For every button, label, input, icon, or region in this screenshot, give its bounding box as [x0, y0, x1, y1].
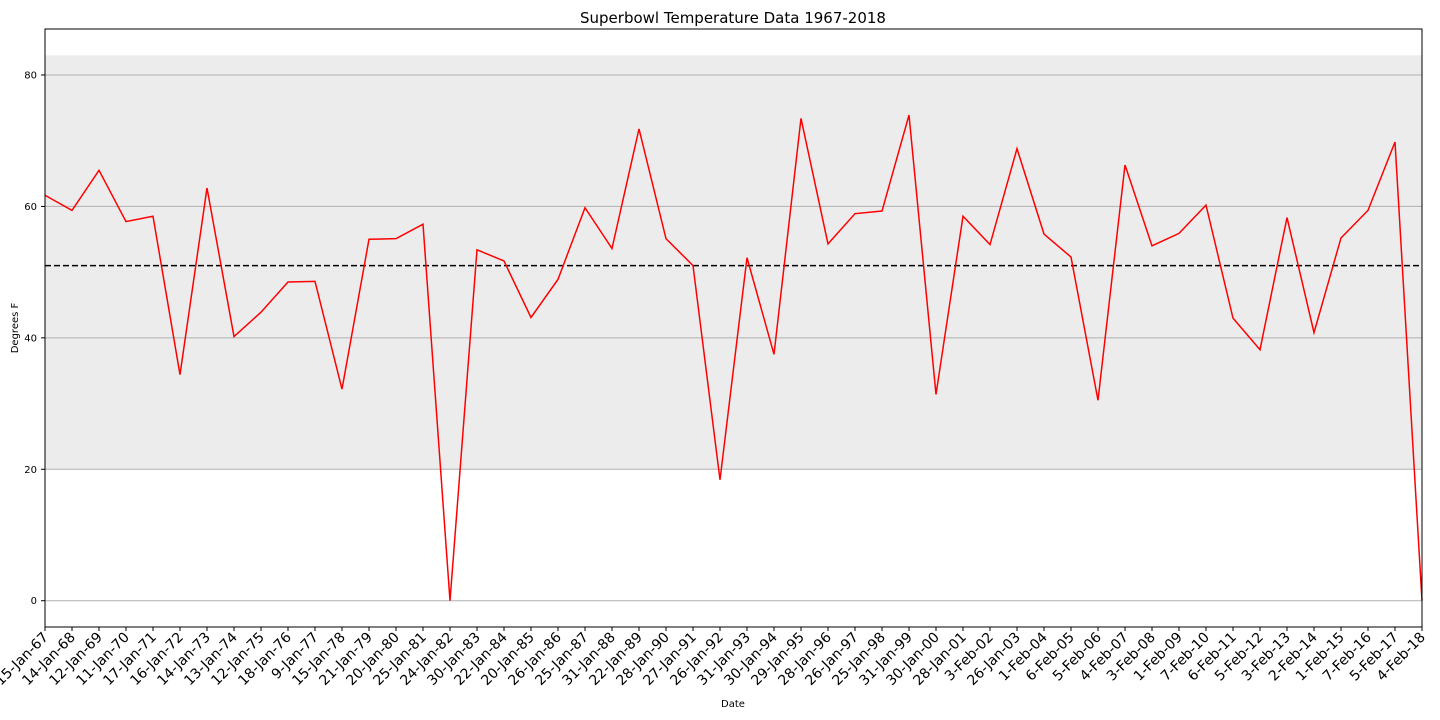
x-axis-label: Date [721, 699, 745, 710]
y-axis: 0 20 40 60 80 [24, 71, 45, 607]
y-tick-label: 0 [31, 596, 37, 607]
y-tick-label: 80 [24, 71, 37, 82]
shaded-band [45, 55, 1422, 470]
y-axis-label: Degrees F [10, 302, 21, 353]
chart-title: Superbowl Temperature Data 1967-2018 [580, 9, 886, 27]
axes-frame [44, 28, 1423, 628]
series-line [44, 114, 1423, 601]
y-tick-label: 20 [24, 465, 37, 476]
y-tick-label: 40 [24, 333, 37, 344]
grid-lines [45, 74, 1422, 602]
y-tick-label: 60 [24, 202, 37, 213]
plot-area [44, 28, 1423, 628]
